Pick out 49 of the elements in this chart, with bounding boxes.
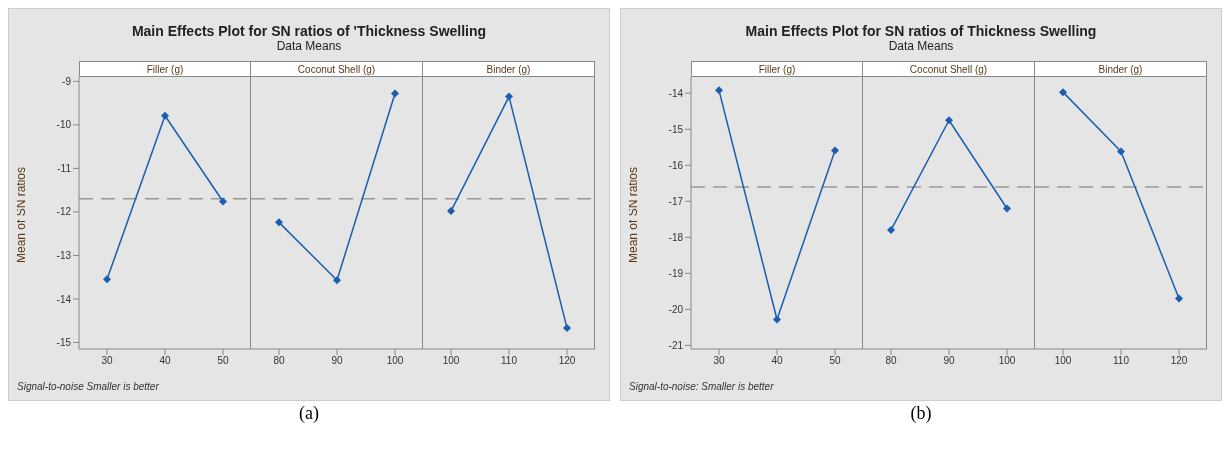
chart-title: Coconut Shell (g) [863, 61, 1035, 77]
chart-title: Coconut Shell (g) [251, 61, 423, 77]
x-tick-label: 110 [1113, 355, 1130, 367]
text: (b) [909, 403, 933, 424]
y-tick-label: -11 [57, 162, 72, 174]
y-tick-label: -16 [668, 159, 684, 171]
text: Data Means [275, 39, 343, 53]
y-tick-label: -14 [56, 293, 72, 305]
x-tick-label: 50 [217, 355, 229, 367]
x-tick-label: 100 [998, 355, 1016, 367]
x-tick-label: 30 [713, 355, 725, 367]
x-tick-label: 90 [331, 355, 343, 367]
y-tick-label: -19 [668, 267, 684, 279]
text: Main Effects Plot for SN ratios of 'Thickness Swelling [130, 23, 488, 39]
y-tick-label: -15 [56, 337, 72, 349]
x-tick-label: 80 [885, 355, 897, 367]
y-tick-label: -17 [668, 195, 684, 207]
x-tick-label: 120 [1170, 355, 1188, 367]
chart-title: Binder (g) [423, 61, 595, 77]
x-tick-label: 40 [159, 355, 171, 367]
chart-title: Filler (g) [79, 61, 251, 77]
x-tick-label: 30 [101, 355, 113, 367]
y-tick-label: -9 [62, 75, 72, 87]
y-tick-label: -21 [668, 339, 684, 351]
y-tick-label: -18 [668, 231, 684, 243]
y-axis-title: Mean of SN ratios [14, 166, 29, 263]
x-tick-label: 120 [558, 355, 576, 367]
x-tick-label: 40 [771, 355, 783, 367]
chart-title: Binder (g) [1035, 61, 1207, 77]
x-tick-label: 100 [442, 355, 460, 367]
y-tick-label: -13 [56, 249, 72, 261]
y-tick-label: -12 [56, 206, 72, 218]
x-tick-label: 100 [386, 355, 404, 367]
x-tick-label: 110 [501, 355, 518, 367]
y-tick-label: -15 [668, 123, 684, 135]
y-tick-label: -20 [668, 303, 684, 315]
text: Main Effects Plot for SN ratios of Thickness Swelling [744, 23, 1098, 39]
x-tick-label: 100 [1054, 355, 1072, 367]
chart-title: Filler (g) [691, 61, 863, 77]
y-axis-title: Mean of SN ratios [626, 166, 641, 263]
x-tick-label: 80 [273, 355, 285, 367]
x-tick-label: 50 [829, 355, 841, 367]
y-tick-label: -14 [668, 87, 684, 99]
text: Signal-to-noise: Smaller is better [629, 381, 775, 392]
y-tick-label: -10 [56, 119, 72, 131]
text: Signal-to-noise Smaller is better [17, 381, 160, 392]
text: (a) [298, 403, 320, 424]
x-tick-label: 90 [943, 355, 955, 367]
text: Data Means [887, 39, 955, 53]
